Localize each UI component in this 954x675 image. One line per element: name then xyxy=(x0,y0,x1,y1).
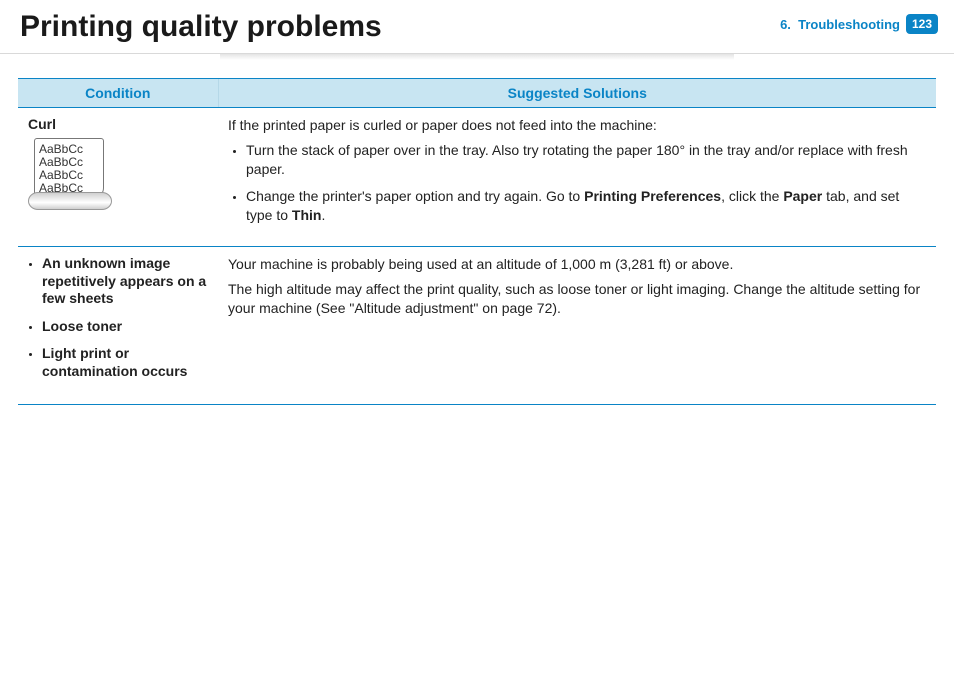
chapter-number: 6. xyxy=(780,17,791,32)
table-header-row: Condition Suggested Solutions xyxy=(18,79,936,108)
solution-intro: If the printed paper is curled or paper … xyxy=(228,116,926,135)
page-title: Printing quality problems xyxy=(20,8,382,44)
page-number-badge: 123 xyxy=(906,14,938,34)
solution-list: Turn the stack of paper over in the tray… xyxy=(228,141,926,225)
solution-text: , click the xyxy=(721,188,783,204)
curl-sheet: AaBbCc AaBbCc AaBbCc AaBbCc xyxy=(34,138,104,198)
curl-sample-icon: AaBbCc AaBbCc AaBbCc AaBbCc xyxy=(28,138,108,210)
solution-cell-altitude: Your machine is probably being used at a… xyxy=(218,247,936,405)
solution-cell-curl: If the printed paper is curled or paper … xyxy=(218,108,936,247)
solution-paragraph: Your machine is probably being used at a… xyxy=(228,255,926,274)
col-header-solutions: Suggested Solutions xyxy=(218,79,936,108)
condition-item: Light print or contamination occurs xyxy=(42,345,208,380)
solution-item: Change the printer's paper option and tr… xyxy=(246,187,926,225)
header-right: 6. Troubleshooting 123 xyxy=(780,14,938,34)
condition-list: An unknown image repetitively appears on… xyxy=(28,255,208,380)
chapter-name: Troubleshooting xyxy=(798,17,900,32)
condition-item: Loose toner xyxy=(42,318,208,336)
chapter-label: 6. Troubleshooting xyxy=(780,17,900,32)
solution-text: Change the printer's paper option and tr… xyxy=(246,188,584,204)
page-header: Printing quality problems 6. Troubleshoo… xyxy=(0,0,954,54)
col-header-condition: Condition xyxy=(18,79,218,108)
table-row: Curl AaBbCc AaBbCc AaBbCc AaBbCc If the … xyxy=(18,108,936,247)
curl-roll xyxy=(28,192,112,210)
solution-bold: Thin xyxy=(292,207,322,223)
solution-bold: Printing Preferences xyxy=(584,188,721,204)
solution-bold: Paper xyxy=(783,188,822,204)
condition-item: An unknown image repetitively appears on… xyxy=(42,255,208,308)
condition-title: Curl xyxy=(28,116,208,132)
condition-cell-curl: Curl AaBbCc AaBbCc AaBbCc AaBbCc xyxy=(18,108,218,247)
solution-text: . xyxy=(321,207,325,223)
content-area: Condition Suggested Solutions Curl AaBbC… xyxy=(0,60,954,405)
table-row: An unknown image repetitively appears on… xyxy=(18,247,936,405)
solution-paragraph: The high altitude may affect the print q… xyxy=(228,280,926,318)
solution-item: Turn the stack of paper over in the tray… xyxy=(246,141,926,179)
condition-cell-altitude: An unknown image repetitively appears on… xyxy=(18,247,218,405)
troubleshooting-table: Condition Suggested Solutions Curl AaBbC… xyxy=(18,78,936,405)
